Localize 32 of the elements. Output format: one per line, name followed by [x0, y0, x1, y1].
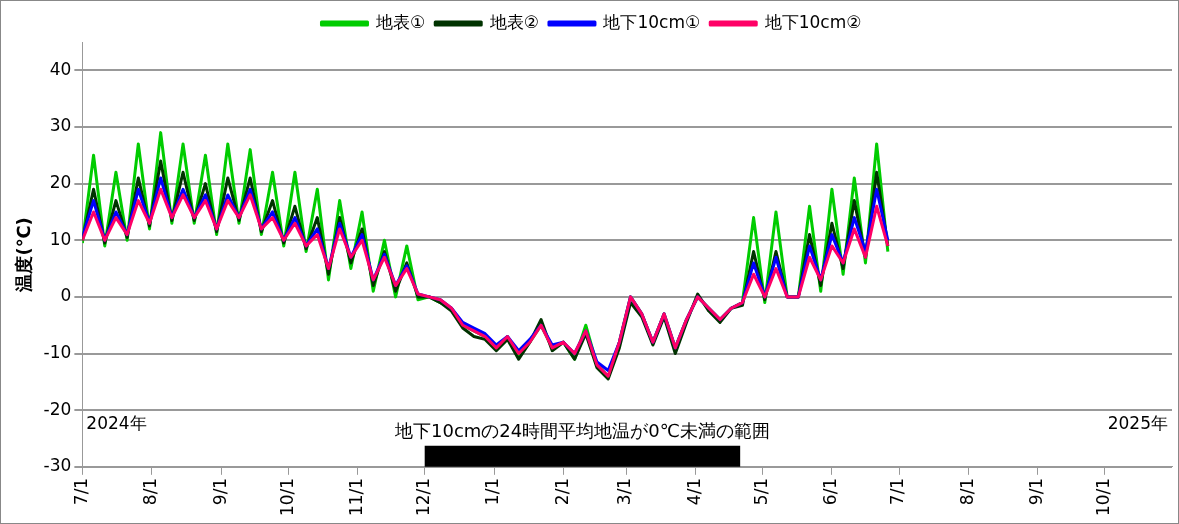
- y-tick-label: -10: [43, 341, 72, 362]
- legend-label: 地下10cm②: [763, 11, 862, 32]
- y-tick-label: 0: [60, 285, 72, 306]
- x-tick-label: 11/1: [345, 477, 366, 517]
- legend-label: 地表②: [488, 11, 539, 32]
- x-tick-label: 8/1: [956, 477, 977, 506]
- x-tick-label: 8/1: [140, 477, 161, 506]
- x-tick-label: 10/1: [276, 477, 297, 517]
- y-tick-label: 40: [49, 58, 72, 79]
- x-tick-label: 12/1: [413, 477, 434, 517]
- band-label: 地下10cmの24時間平均地温が0℃未満の範囲: [393, 420, 770, 442]
- annotation: 2024年: [86, 412, 147, 433]
- x-tick-label: 7/1: [70, 477, 91, 506]
- x-tick-label: 1/1: [482, 477, 503, 506]
- x-tick-label: 5/1: [750, 477, 771, 506]
- y-tick-label: 30: [49, 115, 72, 136]
- x-tick-label: 10/1: [1093, 477, 1114, 517]
- x-tick-label: 7/1: [887, 477, 908, 506]
- x-tick-label: 9/1: [209, 477, 230, 506]
- annotation: 2025年: [1107, 412, 1168, 433]
- y-tick-label: 10: [49, 228, 72, 249]
- y-tick-label: -30: [43, 455, 72, 476]
- legend-label: 地表①: [374, 11, 426, 32]
- legend-label: 地下10cm①: [602, 11, 701, 32]
- x-tick-label: 6/1: [820, 477, 841, 506]
- x-tick-label: 3/1: [614, 477, 635, 506]
- x-tick-label: 2/1: [551, 477, 572, 506]
- x-tick-label: 4/1: [683, 477, 704, 506]
- y-tick-label: -20: [43, 398, 72, 419]
- y-axis-title: 温度(℃): [13, 217, 35, 293]
- y-tick-label: 20: [49, 172, 72, 193]
- x-tick-label: 9/1: [1026, 477, 1047, 506]
